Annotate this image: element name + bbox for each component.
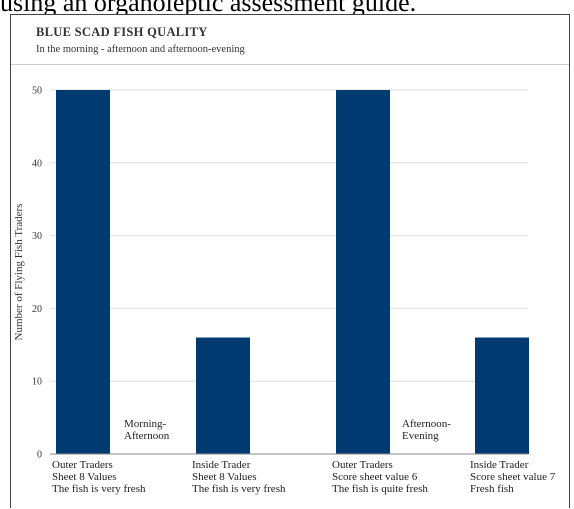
x-tick-label: Inside Trader: [192, 459, 251, 471]
y-tick-label: 20: [32, 304, 42, 315]
y-tick-label: 50: [32, 86, 42, 97]
x-tick-label: The fish is quite fresh: [332, 483, 428, 495]
annotation-label: Afternoon-: [402, 418, 451, 430]
annotation-label: Afternoon: [124, 430, 170, 442]
bar: [475, 337, 529, 454]
y-tick-label: 10: [32, 377, 42, 388]
bar: [336, 90, 390, 454]
x-tick-label: The fish is very fresh: [52, 483, 146, 495]
x-tick-label: Outer Traders: [332, 459, 393, 471]
y-tick-label: 40: [32, 158, 42, 169]
x-tick-label: The fish is very fresh: [192, 483, 286, 495]
x-tick-label: Inside Trader: [470, 459, 529, 471]
annotation-label: Evening: [402, 430, 439, 442]
y-tick-label: 0: [37, 450, 42, 461]
annotation-label: Morning-: [124, 418, 167, 430]
x-tick-label: Sheet 8 Values: [52, 471, 117, 483]
x-tick-label: Fresh fish: [470, 483, 514, 495]
bar: [196, 337, 250, 454]
top-caption: using an organoleptic assessment guide.: [0, 0, 417, 17]
title-separator: [11, 64, 569, 65]
x-tick-label: Outer Traders: [52, 459, 113, 471]
x-tick-label: Score sheet value 6: [332, 471, 418, 483]
y-axis-label: Number of Flying Fish Traders: [13, 204, 25, 341]
bar: [56, 90, 110, 454]
x-tick-label: Score sheet value 7: [470, 471, 556, 483]
chart-subtitle: In the morning - afternoon and afternoon…: [36, 44, 245, 55]
y-tick-label: 30: [32, 231, 42, 242]
chart-title: BLUE SCAD FISH QUALITY: [36, 25, 208, 39]
x-tick-label: Sheet 8 Values: [192, 471, 257, 483]
